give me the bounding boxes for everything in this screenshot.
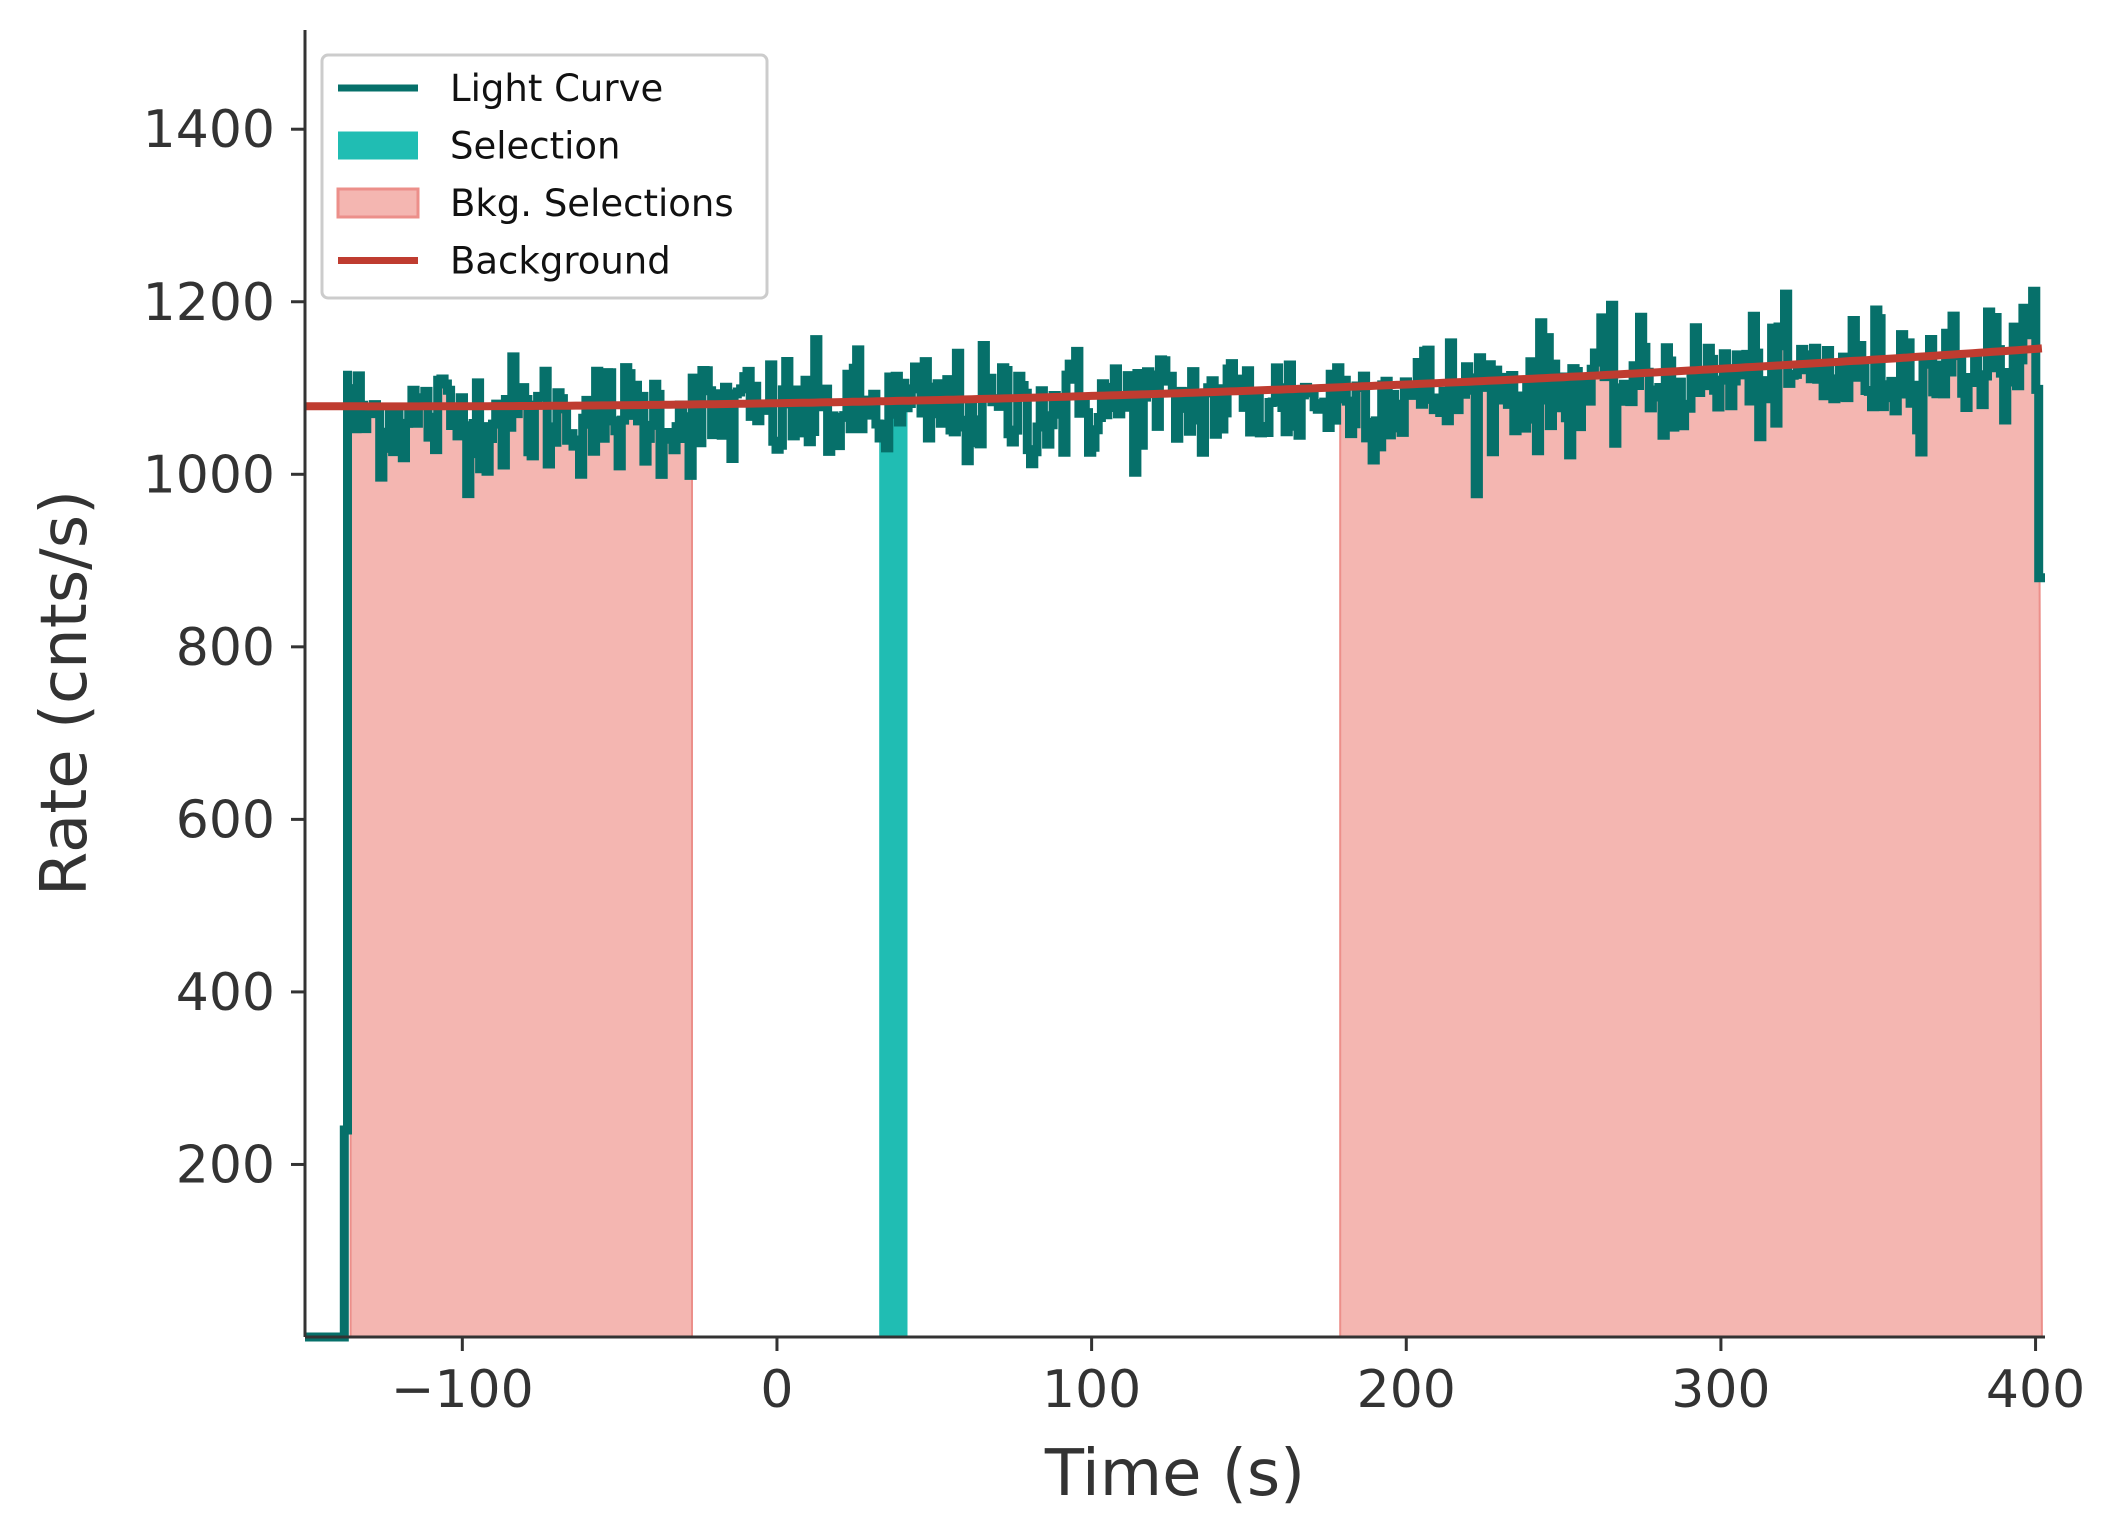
light-curve-line <box>305 286 2045 1342</box>
legend-label-2: Bkg. Selections <box>450 182 734 225</box>
plot-area <box>305 286 2045 1342</box>
bkg-selection-region-2 <box>1339 290 2043 1338</box>
y-tick-label: 1200 <box>143 273 275 333</box>
axes: −100 0 100 200 300 400 200 400 600 800 1000 1200 140… <box>143 30 2085 1420</box>
y-tick-label: 800 <box>176 618 275 678</box>
y-tick-label: 1000 <box>143 445 275 505</box>
legend-label-3: Background <box>450 240 671 283</box>
bkg-selection-region-1 <box>349 355 693 1338</box>
x-axis-label: Time (s) <box>1044 1437 1305 1511</box>
x-tick-label: 200 <box>1357 1360 1456 1420</box>
x-tick-label: 0 <box>760 1360 793 1420</box>
y-tick-label: 400 <box>176 963 275 1023</box>
source-selection-region <box>879 376 908 1337</box>
y-tick-label: 1400 <box>143 100 275 160</box>
x-tick-label: −100 <box>391 1360 534 1420</box>
legend-label-1: Selection <box>450 125 621 168</box>
legend-swatch-2 <box>336 187 420 219</box>
x-tick-label: 100 <box>1042 1360 1141 1420</box>
legend-label-0: Light Curve <box>450 67 663 110</box>
legend-box <box>320 53 769 300</box>
legend: Light Curve Selection Bkg. Selections Backg… <box>320 53 769 300</box>
x-tick-label: 400 <box>1986 1360 2085 1420</box>
y-tick-label: 200 <box>176 1135 275 1195</box>
legend-swatch-1 <box>338 131 418 160</box>
background-model-line <box>305 344 2043 411</box>
y-axis-label: Rate (cnts/s) <box>28 490 102 896</box>
x-tick-label: 300 <box>1671 1360 1770 1420</box>
y-tick-label: 600 <box>176 790 275 850</box>
